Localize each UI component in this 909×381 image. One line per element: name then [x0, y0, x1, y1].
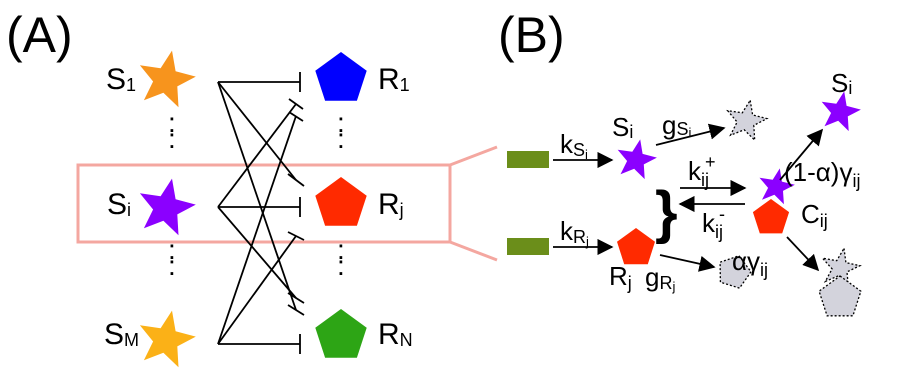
- pentagon-r1-icon: [315, 52, 367, 101]
- pentagon-rn-icon: [315, 309, 367, 358]
- s-dots-upper-2: :: [168, 107, 176, 138]
- s-i-top-label: Si: [831, 68, 852, 98]
- g-r-label: gRj: [645, 262, 675, 294]
- s-dots-lower-2: :: [168, 234, 176, 265]
- codegradation-rate-label: αγij: [732, 246, 768, 280]
- degradation-r-arrow: [659, 254, 716, 272]
- sm-label: SM: [104, 318, 139, 351]
- degraded-pentagon-icon: [719, 255, 752, 289]
- rn-label: RN: [378, 318, 413, 351]
- s1-label: S1: [106, 63, 136, 96]
- s-dots-upper: :: [168, 123, 176, 154]
- rj-label: Rj: [378, 188, 404, 221]
- complex-pentagon-icon: [752, 199, 790, 234]
- star-si-icon: [139, 178, 196, 236]
- callout-line-bottom: [449, 240, 498, 262]
- degradation-s-arrow: [655, 123, 726, 146]
- k-s-label: kSi: [560, 129, 588, 162]
- regulation-edges: [217, 72, 305, 354]
- star-s1-icon: [139, 50, 196, 108]
- rj-b-label: Rj: [609, 261, 632, 293]
- pentagon-rj-icon: [315, 177, 367, 226]
- star-si-b-icon: [617, 139, 657, 180]
- c-ij-label: Cij: [801, 199, 828, 231]
- gene-s-box: [507, 151, 549, 168]
- complex-star-icon: [759, 168, 795, 205]
- released-star-icon: [821, 91, 861, 132]
- star-sm-icon: [139, 310, 196, 368]
- si-label: Si: [107, 188, 131, 221]
- release-rate-label: (1-α)γij: [784, 157, 860, 191]
- panel-b-label: (B): [498, 7, 565, 63]
- gene-r-box: [507, 238, 549, 255]
- degraded-star-icon: [726, 98, 769, 142]
- k-plus-label: kij+: [688, 152, 716, 190]
- release-arrow: [779, 128, 824, 181]
- callout-line-top: [449, 145, 498, 167]
- degraded-complex-pentagon-icon: [818, 275, 862, 317]
- k-r-label: kRj: [560, 216, 589, 249]
- r-dots-upper: :: [337, 123, 345, 154]
- g-s-label: gSi: [662, 110, 691, 140]
- r-dots-upper-2: :: [337, 107, 345, 138]
- si-b-label: Si: [612, 112, 633, 142]
- codegradation-arrow: [786, 236, 820, 272]
- highlight-box: [76, 163, 452, 244]
- degraded-complex-star-icon: [820, 246, 862, 289]
- binding-brace: }: [655, 180, 678, 245]
- r1-label: R1: [378, 63, 410, 96]
- s-dots-lower: :: [168, 250, 176, 281]
- k-minus-label: kij-: [702, 204, 725, 242]
- panel-a-label: (A): [6, 7, 73, 63]
- r-dots-lower-2: :: [337, 234, 345, 265]
- pentagon-rj-b-icon: [617, 228, 655, 265]
- r-dots-lower: :: [337, 250, 345, 281]
